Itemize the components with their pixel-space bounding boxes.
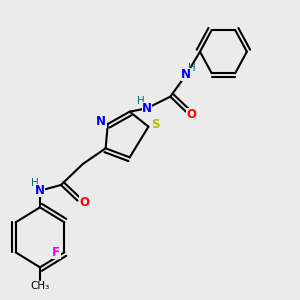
Text: N: N [35,184,45,197]
Text: H: H [32,178,39,188]
Text: F: F [52,246,60,259]
Text: H: H [188,63,195,73]
Text: H: H [137,96,145,106]
Text: O: O [80,196,89,209]
Text: N: N [181,68,191,82]
Text: N: N [142,102,152,115]
Text: CH₃: CH₃ [30,281,50,291]
Text: O: O [187,109,196,122]
Text: N: N [96,115,106,128]
Text: S: S [151,118,160,131]
